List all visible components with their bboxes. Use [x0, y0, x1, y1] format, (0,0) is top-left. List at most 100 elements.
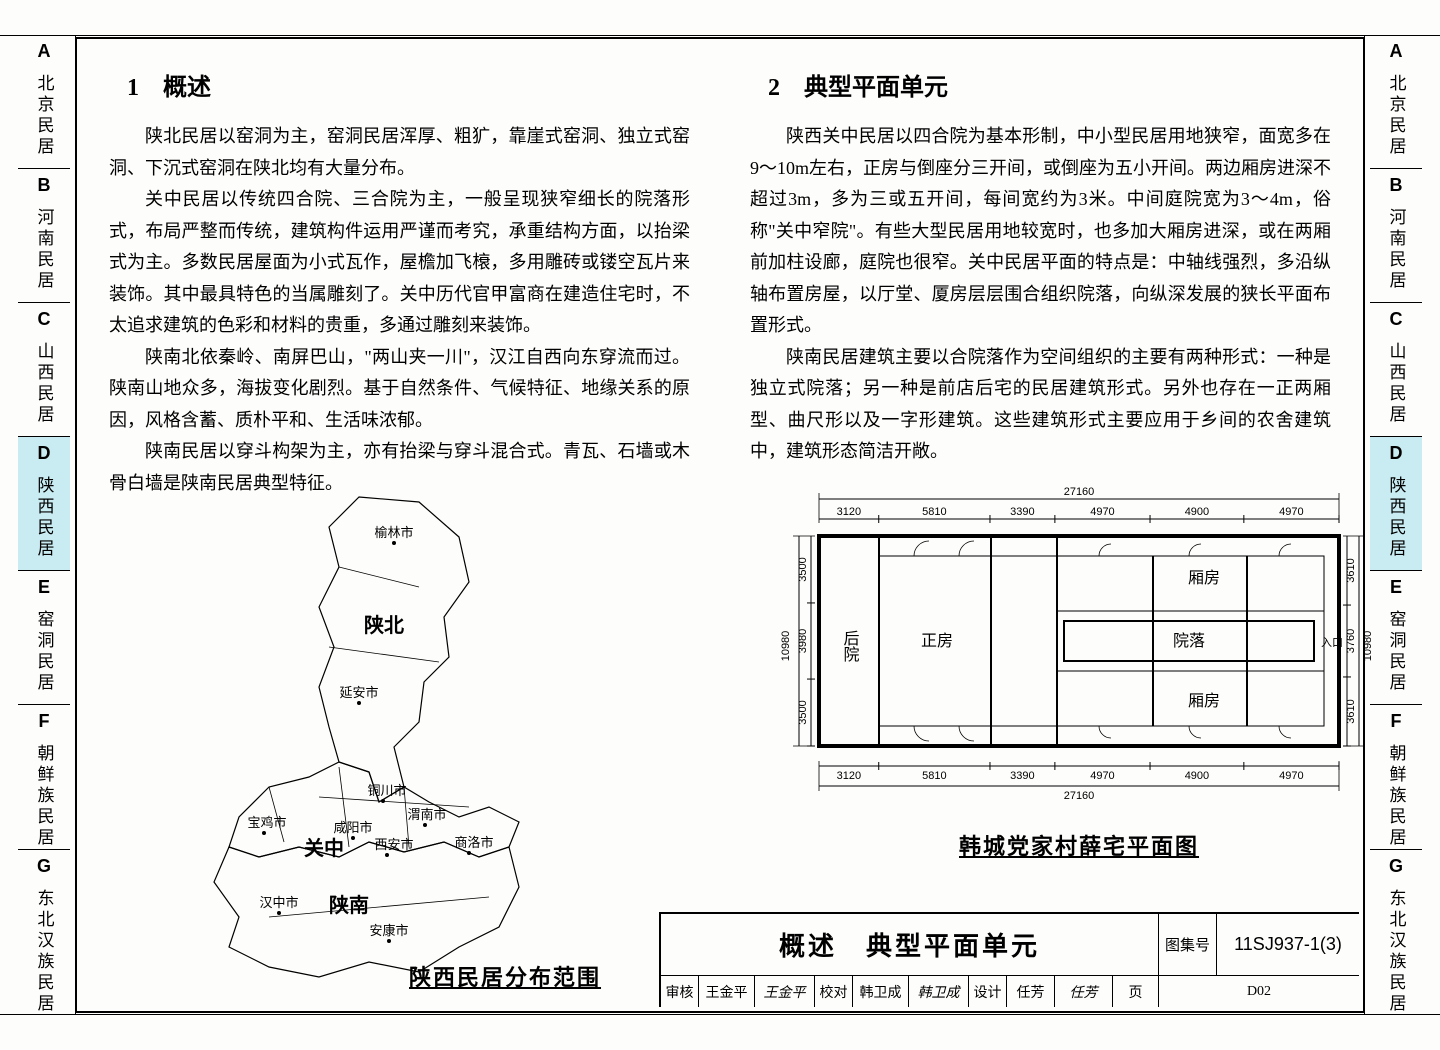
floorplan-svg: 27160 3120 5810 3390 4970 4900 4970 [759, 481, 1399, 811]
tab-E[interactable]: E 窑洞民居 [18, 571, 70, 705]
tab-D[interactable]: D陕西民居 [18, 437, 70, 571]
svg-text:3760: 3760 [1345, 629, 1357, 653]
section-2-body: 陕西关中民居以四合院为基本形制，中小型民居用地狭窄，面宽多在9～10m左右，正房… [750, 121, 1331, 468]
tab-label: 北京民居 [36, 74, 53, 158]
tab-A[interactable]: A 北京民居 [1370, 35, 1422, 169]
svg-text:陕南: 陕南 [329, 893, 369, 917]
svg-text:宝鸡市: 宝鸡市 [247, 815, 286, 830]
tab-label: 窑洞民居 [36, 610, 53, 694]
tb-cell-4: 韩卫成 [853, 976, 909, 1007]
svg-text:入口: 入口 [1321, 637, 1343, 649]
svg-text:4970: 4970 [1279, 770, 1303, 782]
tab-letter: E [38, 577, 50, 598]
tab-letter: A [38, 41, 51, 62]
titleblock: 概述 典型平面单元 图集号 11SJ937-1(3) 审核王金平王金平校对韩卫成… [659, 912, 1359, 1007]
shaanxi-map: 榆林市 延安市 铜川市 咸阳市 宝鸡市 渭南市 西安市 商洛市 汉中市 安康市 … [169, 487, 599, 987]
tb-cell-10: D02 [1159, 976, 1359, 1007]
titleblock-row1: 概述 典型平面单元 图集号 11SJ937-1(3) [661, 914, 1359, 976]
svg-text:院落: 院落 [1173, 632, 1205, 650]
svg-text:3610: 3610 [1345, 699, 1357, 723]
code-label: 图集号 [1159, 914, 1217, 975]
tab-G[interactable]: G 东北汉族民居 [1370, 850, 1422, 1015]
svg-text:10980: 10980 [1362, 631, 1374, 662]
tb-cell-9: 页 [1113, 976, 1159, 1007]
svg-text:10980: 10980 [780, 631, 792, 662]
drawing-code: 图集号 11SJ937-1(3) [1159, 914, 1359, 975]
svg-text:3120: 3120 [837, 506, 861, 518]
svg-text:西安市: 西安市 [374, 837, 413, 852]
section-1-body: 陕北民居以窑洞为主，窑洞民居浑厚、粗犷，靠崖式窑洞、独立式窑洞、下沉式窑洞在陕北… [109, 121, 690, 499]
paragraph: 陕南民居建筑主要以合院落作为空间组织的主要有两种形式：一种是独立式院落；另一种是… [750, 342, 1331, 468]
svg-text:3500: 3500 [797, 557, 809, 581]
tb-cell-3: 校对 [815, 976, 853, 1007]
svg-text:27160: 27160 [1064, 486, 1095, 498]
tab-label: 北京民居 [1388, 74, 1405, 158]
tab-B[interactable]: B 河南民居 [1370, 169, 1422, 303]
svg-text:5810: 5810 [922, 506, 946, 518]
tab-letter: G [37, 856, 51, 877]
tab-letter: B [1390, 175, 1403, 196]
code-value: 11SJ937-1(3) [1217, 914, 1359, 975]
svg-text:5810: 5810 [922, 770, 946, 782]
page-frame: 1 概述 陕北民居以窑洞为主，窑洞民居浑厚、粗犷，靠崖式窑洞、独立式窑洞、下沉式… [75, 37, 1365, 1013]
tab-letter: B [38, 175, 51, 196]
tab-letter: A [1390, 41, 1403, 62]
floorplan-caption: 韩城党家村薛宅平面图 [959, 829, 1199, 861]
svg-text:4970: 4970 [1090, 770, 1114, 782]
svg-text:4900: 4900 [1185, 770, 1209, 782]
map-figure: 榆林市 延安市 铜川市 咸阳市 宝鸡市 渭南市 西安市 商洛市 汉中市 安康市 … [169, 487, 599, 987]
tb-cell-8: 任芳 [1055, 976, 1113, 1007]
tab-label: 陕西民居 [36, 476, 53, 560]
tab-label: 山西民居 [36, 342, 53, 426]
svg-text:铜川市: 铜川市 [367, 783, 406, 798]
svg-text:商洛市: 商洛市 [454, 835, 493, 850]
tabs-left: A 北京民居 B河南民居 C 山西民居 D陕西民居 E 窑洞民居 F 朝鲜族民居 G 东北汉族民居 [18, 35, 70, 1015]
tab-C[interactable]: C 山西民居 [18, 303, 70, 437]
tab-F[interactable]: F 朝鲜族民居 [18, 705, 70, 850]
drawing-title: 概述 典型平面单元 [661, 914, 1159, 975]
tab-G[interactable]: G 东北汉族民居 [18, 850, 70, 1015]
tab-C[interactable]: C山西民居 [1370, 303, 1422, 437]
tab-letter: C [38, 309, 51, 330]
tab-B[interactable]: B河南民居 [18, 169, 70, 303]
tab-A[interactable]: A 北京民居 [18, 35, 70, 169]
svg-text:3610: 3610 [1345, 558, 1357, 582]
svg-text:渭南市: 渭南市 [407, 807, 446, 822]
tab-label: 朝鲜族民居 [36, 744, 53, 849]
svg-text:4970: 4970 [1090, 506, 1114, 518]
tab-letter: F [39, 711, 50, 732]
svg-text:3980: 3980 [797, 629, 809, 653]
svg-text:正房: 正房 [921, 632, 953, 650]
tab-letter: G [1389, 856, 1403, 877]
svg-text:安康市: 安康市 [369, 923, 408, 938]
tab-label: 东北汉族民居 [36, 889, 53, 1015]
svg-text:27160: 27160 [1064, 790, 1095, 802]
left-column: 1 概述 陕北民居以窑洞为主，窑洞民居浑厚、粗犷，靠崖式窑洞、独立式窑洞、下沉式… [79, 41, 720, 1009]
tab-label: 河南民居 [1388, 208, 1405, 292]
top-rule [0, 35, 1440, 36]
svg-text:厢房: 厢房 [1188, 569, 1220, 587]
paragraph: 陕北民居以窑洞为主，窑洞民居浑厚、粗犷，靠崖式窑洞、独立式窑洞、下沉式窑洞在陕北… [109, 121, 690, 184]
section-2-title: 2 典型平面单元 [768, 67, 1331, 109]
tb-cell-6: 设计 [969, 976, 1007, 1007]
svg-text:延安市: 延安市 [339, 685, 378, 700]
titleblock-row2: 审核王金平王金平校对韩卫成韩卫成设计任芳任芳页D02 [661, 976, 1359, 1007]
svg-text:汉中市: 汉中市 [259, 895, 298, 910]
tb-cell-2: 王金平 [755, 976, 815, 1007]
tb-cell-7: 任芳 [1007, 976, 1055, 1007]
svg-text:陕北: 陕北 [364, 613, 404, 637]
tb-cell-1: 王金平 [699, 976, 755, 1007]
tb-cell-0: 审核 [661, 976, 699, 1007]
bottom-rule [0, 1014, 1440, 1015]
svg-text:咸阳市: 咸阳市 [333, 820, 372, 835]
svg-text:后院: 后院 [841, 630, 860, 663]
svg-text:4970: 4970 [1279, 506, 1303, 518]
tab-label: 山西民居 [1388, 342, 1405, 426]
tab-label: 东北汉族民居 [1388, 889, 1405, 1015]
paragraph: 陕南北依秦岭、南屏巴山，"两山夹一川"，汉江自西向东穿流而过。陕南山地众多，海拔… [109, 342, 690, 437]
tab-letter: D [1390, 443, 1403, 464]
svg-text:3120: 3120 [837, 770, 861, 782]
svg-text:3390: 3390 [1010, 506, 1034, 518]
paragraph: 陕西关中民居以四合院为基本形制，中小型民居用地狭窄，面宽多在9～10m左右，正房… [750, 121, 1331, 342]
section-1-title: 1 概述 [127, 67, 690, 109]
